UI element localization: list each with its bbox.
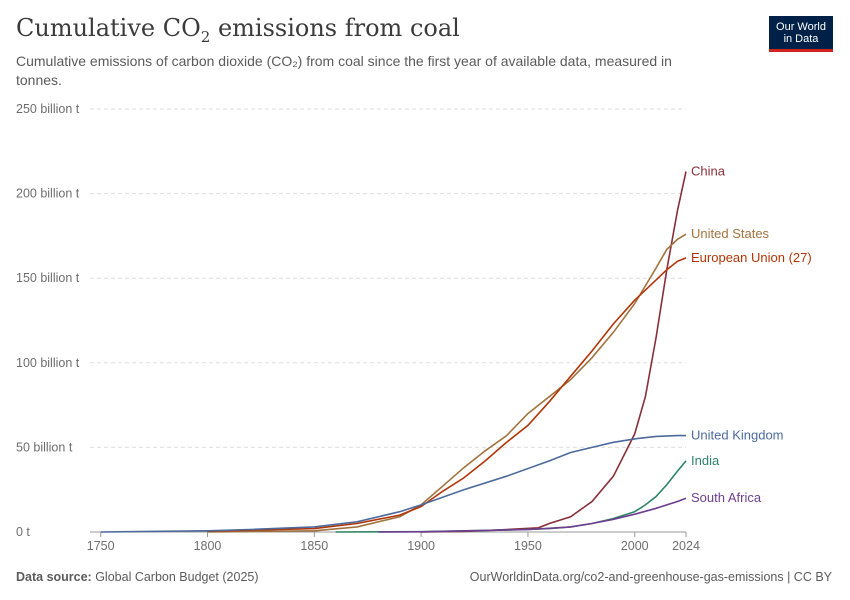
chart-title: Cumulative CO2 emissions from coal [16, 14, 460, 46]
x-tick-label-4: 1950 [514, 539, 542, 553]
series-line-china[interactable] [421, 171, 687, 533]
y-axis-ticks: 0 t 50 billion t 100 billion t 150 billion … [16, 102, 80, 539]
series-labels: China United States European Union (27) Uni… [691, 164, 812, 506]
x-tick-label-3: 1900 [407, 539, 435, 553]
series-line-india[interactable] [335, 460, 687, 533]
y-tick-label-3: 150 billion t [16, 271, 80, 285]
series-label-china[interactable]: China [691, 164, 726, 179]
series-label-united-states[interactable]: United States [691, 226, 770, 241]
series-lines [100, 171, 687, 533]
y-tick-label-2: 100 billion t [16, 356, 80, 370]
series-line-united-states[interactable] [207, 233, 687, 533]
data-source: Data source: Global Carbon Budget (2025) [16, 570, 259, 584]
y-tick-label-1: 50 billion t [16, 440, 73, 454]
y-tick-label-0: 0 t [16, 525, 30, 539]
series-label-south-africa[interactable]: South Africa [691, 490, 762, 505]
grid-lines [90, 108, 686, 448]
y-tick-label-5: 250 billion t [16, 102, 80, 116]
series-line-united-kingdom[interactable] [100, 434, 686, 533]
series-line-european-union-27[interactable] [207, 257, 687, 532]
x-tick-label-6: 2024 [672, 539, 700, 553]
x-tick-label-2: 1850 [300, 539, 328, 553]
y-tick-label-4: 200 billion t [16, 187, 80, 201]
chart-subtitle: Cumulative emissions of carbon dioxide (… [16, 53, 672, 88]
series-label-european-union-27[interactable]: European Union (27) [691, 250, 812, 265]
series-line-south-africa[interactable] [378, 497, 687, 533]
x-tick-label-5: 2000 [621, 539, 649, 553]
series-label-united-kingdom[interactable]: United Kingdom [691, 428, 784, 443]
series-label-india[interactable]: India [691, 453, 720, 468]
x-axis: 1750 1800 1850 1900 1950 2000 2024 [87, 531, 700, 553]
logo-line-1: Our World [776, 21, 826, 33]
source-link[interactable]: OurWorldinData.org/co2-and-greenhouse-ga… [469, 570, 832, 584]
x-tick-label-1: 1800 [194, 539, 222, 553]
owid-logo[interactable]: Our World in Data [769, 16, 833, 52]
logo-line-2: in Data [783, 33, 819, 45]
x-tick-label-0: 1750 [87, 539, 115, 553]
